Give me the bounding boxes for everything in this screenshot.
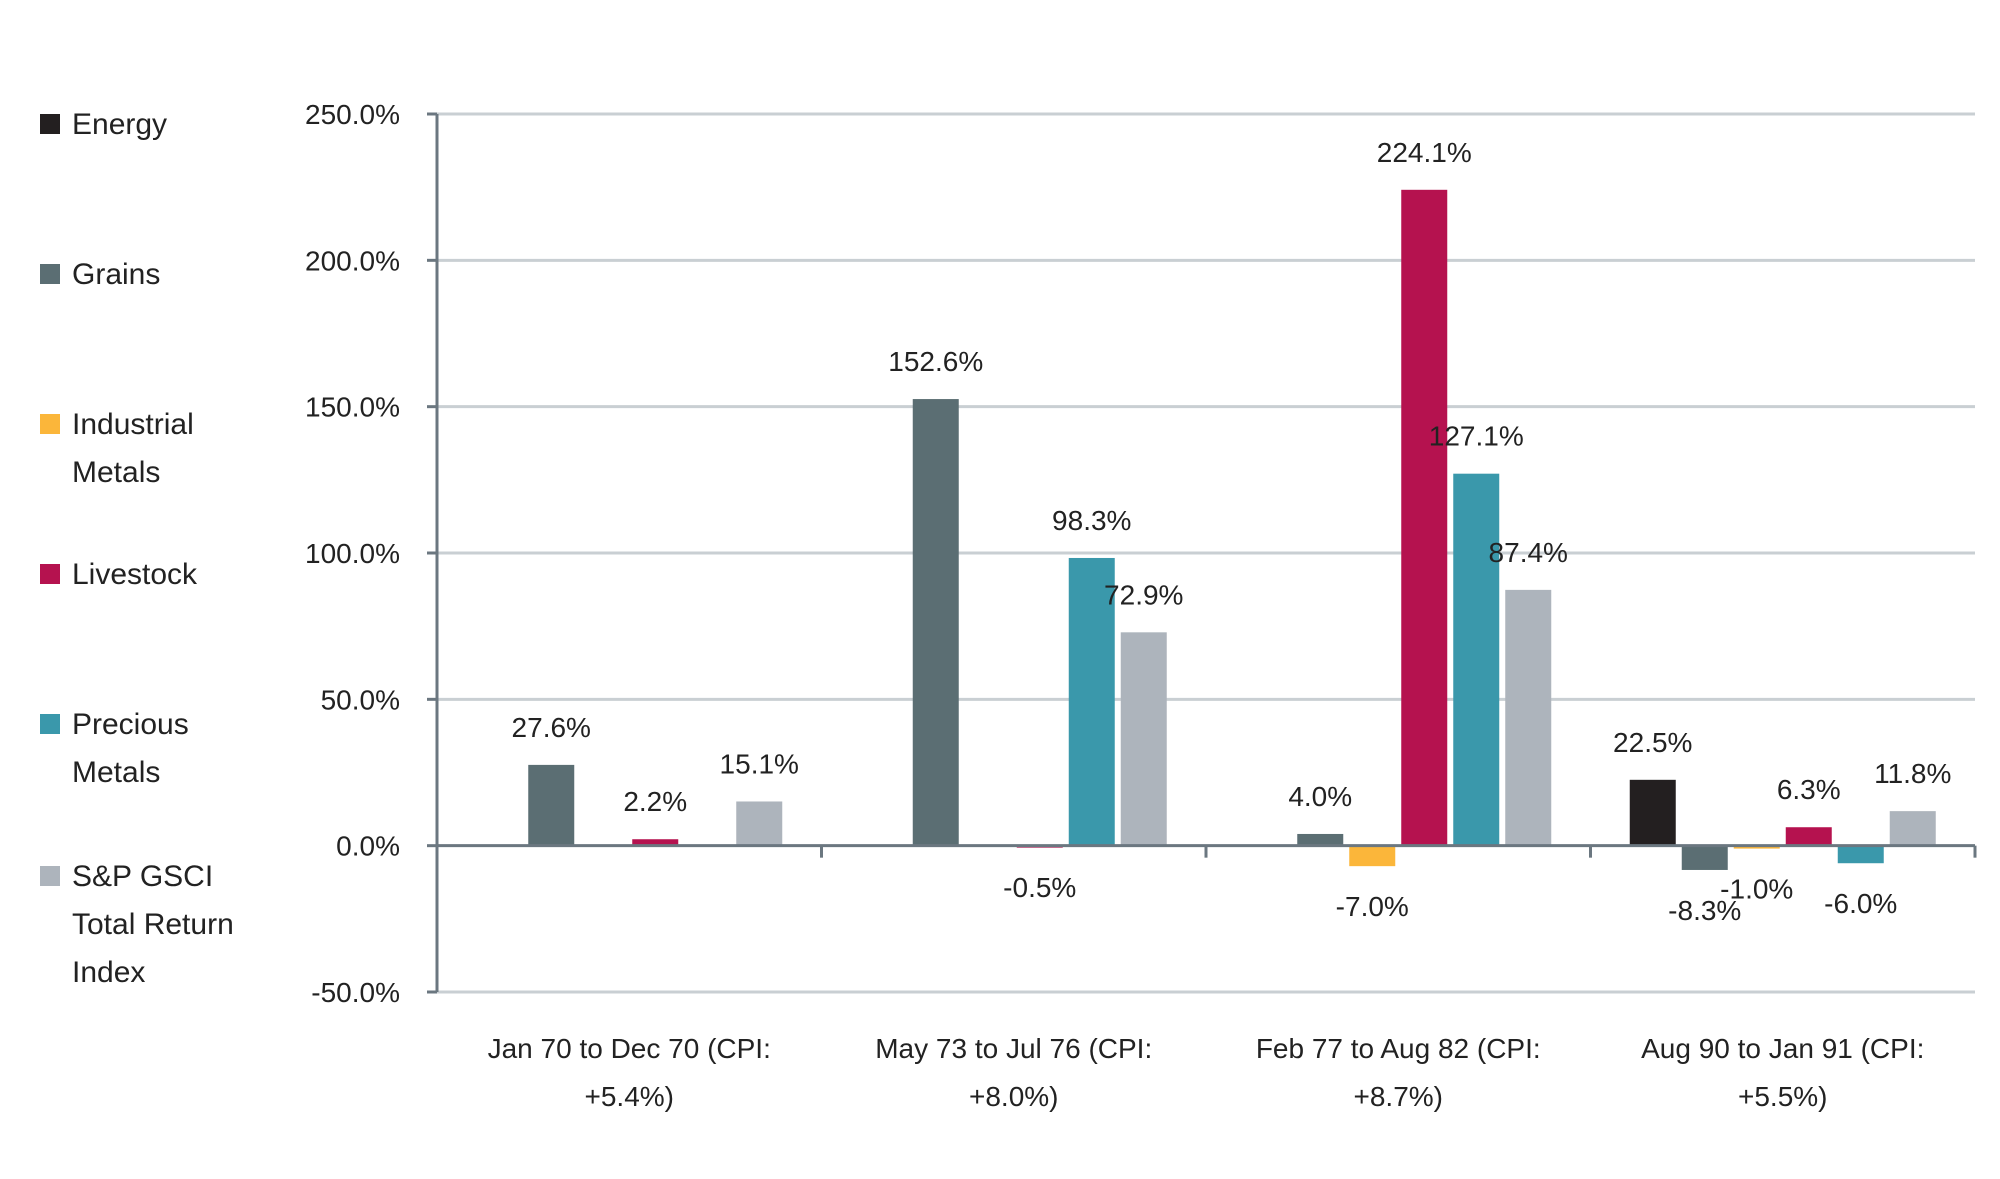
bar xyxy=(1629,779,1676,846)
data-label: 87.4% xyxy=(1489,537,1568,568)
legend-swatch xyxy=(40,564,60,584)
data-label: 6.3% xyxy=(1777,774,1841,805)
category-label: Jan 70 to Dec 70 (CPI: xyxy=(488,1033,771,1064)
data-labels: 22.5% 27.6% 152.6% 4.0% -8.3% -7.0% -1.0% 2.2% -… xyxy=(512,137,1952,926)
bar xyxy=(528,764,575,846)
bar xyxy=(912,399,959,846)
bar xyxy=(1297,833,1344,846)
y-tick-label: -50.0% xyxy=(311,977,400,1008)
data-label: -1.0% xyxy=(1720,874,1793,905)
data-label: 27.6% xyxy=(512,712,591,743)
bar xyxy=(1785,827,1832,846)
legend-label: Grains xyxy=(72,258,160,291)
legend-label: Precious xyxy=(72,708,189,741)
legend-label: S&P GSCI xyxy=(72,860,213,893)
legend-label: Index xyxy=(72,956,145,989)
data-label: -8.3% xyxy=(1668,895,1741,926)
legend-label: Total Return xyxy=(72,908,234,941)
data-label: 72.9% xyxy=(1104,579,1183,610)
legend-label: Industrial xyxy=(72,408,194,441)
y-tick-label: 150.0% xyxy=(305,392,400,423)
data-label: -6.0% xyxy=(1824,888,1897,919)
data-label: 98.3% xyxy=(1052,505,1131,536)
category-label: Aug 90 to Jan 91 (CPI: xyxy=(1641,1033,1924,1064)
category-label: +5.5%) xyxy=(1738,1081,1828,1112)
bars xyxy=(528,189,1936,870)
data-label: -7.0% xyxy=(1336,891,1409,922)
gridlines xyxy=(437,112,1975,994)
legend-label: Metals xyxy=(72,456,160,489)
axes xyxy=(427,112,1977,994)
legend-swatch xyxy=(40,714,60,734)
category-label: +8.7%) xyxy=(1354,1081,1444,1112)
y-tick-label: 250.0% xyxy=(305,99,400,130)
bar xyxy=(1068,557,1115,846)
bar xyxy=(1349,845,1396,867)
bar xyxy=(1453,473,1500,846)
bar xyxy=(736,801,783,846)
legend-label: Livestock xyxy=(72,558,198,591)
y-tick-label: 200.0% xyxy=(305,245,400,276)
bar xyxy=(1837,845,1884,864)
bar xyxy=(632,839,679,846)
legend-swatch xyxy=(40,264,60,284)
data-label: 22.5% xyxy=(1613,727,1692,758)
bar xyxy=(1120,632,1167,846)
data-label: 2.2% xyxy=(623,786,687,817)
y-tick-label: 100.0% xyxy=(305,538,400,569)
data-label: 4.0% xyxy=(1288,781,1352,812)
data-label: 15.1% xyxy=(720,748,799,779)
data-label: 152.6% xyxy=(888,346,983,377)
legend: Energy Grains Industrial Metals Livestock Pre… xyxy=(40,108,234,989)
legend-swatch xyxy=(40,414,60,434)
category-label: +5.4%) xyxy=(585,1081,675,1112)
bar xyxy=(1681,845,1728,870)
legend-label: Energy xyxy=(72,108,167,141)
bar xyxy=(1889,811,1936,846)
category-label: +8.0%) xyxy=(969,1081,1059,1112)
category-labels: Jan 70 to Dec 70 (CPI: +5.4%) May 73 to Ju… xyxy=(488,1033,1925,1112)
y-tick-label: 0.0% xyxy=(336,831,400,862)
y-axis-tick-labels: -50.0% 0.0% 50.0% 100.0% 150.0% 200.0% 250.0% xyxy=(305,99,400,1008)
category-label: May 73 to Jul 76 (CPI: xyxy=(875,1033,1152,1064)
category-label: Feb 77 to Aug 82 (CPI: xyxy=(1256,1033,1541,1064)
data-label: 224.1% xyxy=(1377,137,1472,168)
bar xyxy=(1401,189,1448,846)
data-label: -0.5% xyxy=(1003,872,1076,903)
bar xyxy=(1505,589,1552,846)
legend-label: Metals xyxy=(72,756,160,789)
data-label: 11.8% xyxy=(1874,758,1951,789)
legend-swatch xyxy=(40,114,60,134)
data-label: 127.1% xyxy=(1429,421,1524,452)
legend-swatch xyxy=(40,866,60,886)
y-tick-label: 50.0% xyxy=(321,684,400,715)
